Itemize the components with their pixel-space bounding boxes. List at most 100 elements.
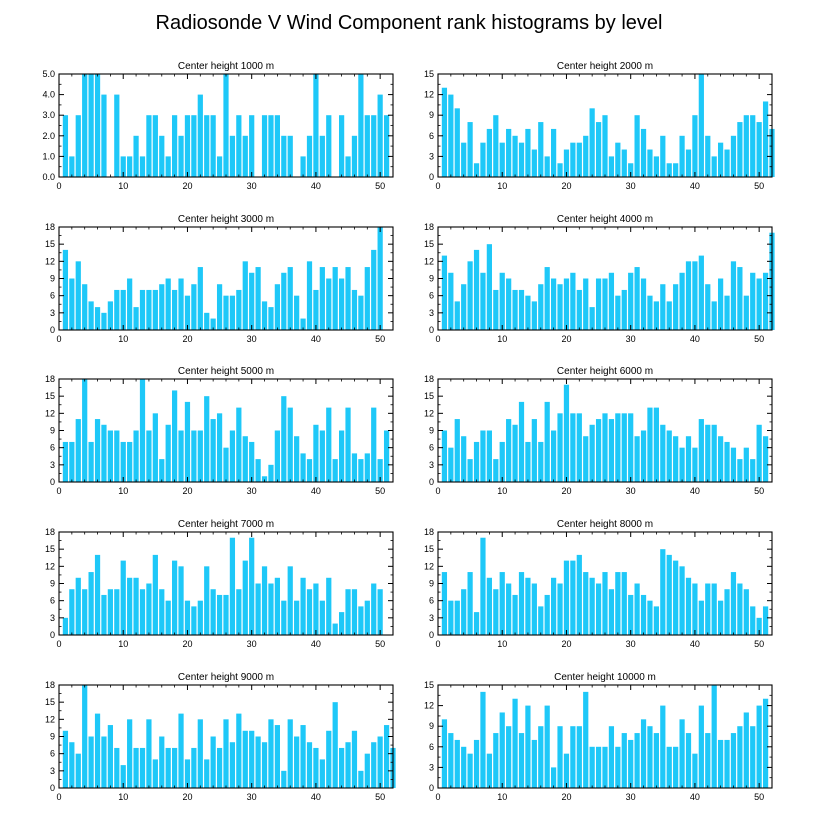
bar	[743, 712, 749, 788]
x-tick-label: 50	[754, 334, 764, 344]
y-tick-label: 18	[424, 527, 434, 537]
x-tick-label: 0	[435, 181, 440, 191]
bar	[448, 447, 454, 482]
y-tick-label: 9	[50, 274, 55, 284]
bar	[139, 379, 146, 482]
bar	[679, 719, 685, 788]
bar	[615, 746, 621, 788]
y-tick-label: 9	[429, 274, 434, 284]
y-tick-label: 0	[429, 325, 434, 335]
bar	[518, 142, 525, 177]
bar	[525, 577, 531, 635]
panel-title: Center height 2000 m	[557, 61, 653, 72]
bar	[172, 747, 178, 788]
bar	[730, 733, 737, 788]
bar	[461, 284, 467, 330]
bar	[69, 278, 75, 330]
x-tick-label: 10	[118, 334, 128, 344]
bar	[461, 142, 467, 177]
bar	[242, 730, 248, 788]
bar	[531, 149, 537, 177]
bar	[621, 289, 627, 330]
panel-title: Center height 1000 m	[178, 61, 274, 72]
bar	[628, 739, 634, 788]
bar	[165, 747, 171, 788]
y-tick-label: 12	[424, 701, 434, 711]
y-tick-label: 12	[424, 561, 434, 571]
y-tick-label: 12	[424, 256, 434, 266]
y-tick-label: 6	[429, 291, 434, 301]
bar	[653, 407, 659, 482]
bar	[114, 430, 120, 482]
bar	[724, 739, 730, 788]
bar	[608, 419, 615, 482]
bar	[178, 278, 184, 330]
bar	[480, 142, 486, 177]
bar	[139, 747, 146, 788]
bar	[493, 459, 499, 482]
bar	[383, 115, 390, 177]
bar	[152, 554, 158, 635]
bar	[473, 163, 480, 177]
bar	[705, 583, 711, 635]
bar	[159, 736, 165, 788]
bar	[351, 453, 358, 482]
bar	[229, 135, 236, 177]
bar	[88, 441, 94, 482]
bar	[711, 685, 717, 788]
bar	[184, 600, 191, 635]
bar	[197, 430, 203, 482]
bar	[750, 606, 756, 635]
bar	[634, 436, 640, 482]
x-tick-label: 10	[497, 334, 507, 344]
bar	[441, 572, 448, 635]
y-tick-label: 3	[429, 613, 434, 623]
bar	[139, 156, 146, 177]
y-tick-label: 15	[424, 544, 434, 554]
y-tick-label: 2.0	[42, 131, 55, 141]
bar	[287, 267, 293, 330]
bar	[313, 747, 319, 788]
bar	[666, 746, 672, 788]
bar	[602, 746, 608, 788]
bar	[512, 424, 518, 482]
bar	[493, 115, 499, 177]
bar	[621, 149, 627, 177]
bar	[223, 74, 229, 177]
bar	[756, 122, 762, 177]
bar	[120, 156, 126, 177]
panel-title: Center height 9000 m	[178, 672, 274, 683]
bar	[377, 589, 383, 635]
y-tick-label: 18	[424, 374, 434, 384]
bar	[628, 163, 634, 177]
bar	[88, 74, 94, 177]
bar	[319, 135, 325, 177]
bar	[223, 447, 229, 482]
bar	[595, 419, 602, 482]
bar	[589, 746, 595, 788]
bar	[332, 623, 338, 635]
x-tick-label: 0	[56, 181, 61, 191]
bar	[563, 560, 570, 635]
bar	[204, 396, 210, 482]
bar	[242, 261, 248, 330]
x-tick-label: 20	[561, 639, 571, 649]
bar	[101, 424, 107, 482]
bar	[589, 108, 595, 177]
panel-1: Center height 1000 m 0 10 20 30 40 50 0.0 1.0 2.0…	[42, 61, 394, 191]
bar	[583, 135, 589, 177]
panel-title: Center height 10000 m	[554, 672, 656, 683]
bar	[133, 747, 139, 788]
bar	[62, 617, 69, 635]
bar	[274, 577, 280, 635]
bar	[152, 115, 158, 177]
bar	[448, 733, 454, 788]
figure-title: Radiosonde V Wind Component rank histogr…	[156, 12, 663, 34]
bar	[570, 272, 576, 330]
bar	[94, 713, 101, 788]
bar	[62, 115, 69, 177]
bar	[364, 267, 370, 330]
bar	[467, 572, 473, 635]
bar	[75, 419, 81, 482]
